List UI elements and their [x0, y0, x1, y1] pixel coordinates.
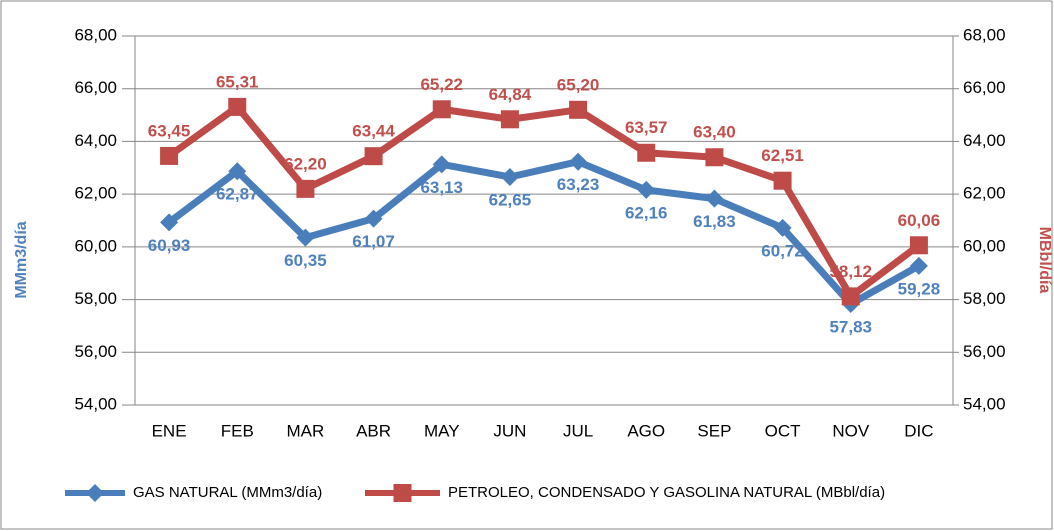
data-point [637, 143, 656, 162]
y2-tick-label: 62,00 [963, 184, 1006, 203]
series-line [166, 158, 921, 308]
y-tick-label: 58,00 [74, 289, 117, 308]
x-tick-label: FEB [221, 421, 254, 440]
x-tick-label: JUN [493, 421, 526, 440]
data-label: 63,23 [557, 175, 600, 194]
y2-tick-label: 60,00 [963, 236, 1006, 255]
data-label: 63,45 [148, 121, 191, 140]
data-label: 65,22 [420, 75, 463, 94]
data-point [432, 155, 451, 174]
data-label: 59,28 [898, 279, 941, 298]
y-tick-label: 64,00 [74, 131, 117, 150]
data-label: 61,07 [352, 232, 395, 251]
data-label: 63,57 [625, 118, 668, 137]
series-line [167, 103, 922, 300]
data-point [500, 110, 519, 129]
x-tick-label: OCT [765, 421, 801, 440]
y-axis-title: MMm3/día [13, 221, 30, 298]
x-tick-label: SEP [697, 421, 731, 440]
y2-tick-label: 54,00 [963, 394, 1006, 413]
data-label: 65,20 [557, 75, 600, 94]
data-label: 64,84 [489, 85, 532, 104]
data-point [364, 209, 383, 228]
x-tick-label: NOV [832, 421, 870, 440]
data-label: 62,65 [489, 190, 532, 209]
y2-tick-label: 66,00 [963, 78, 1006, 97]
data-label: 60,06 [898, 211, 941, 230]
data-label: 63,44 [352, 122, 395, 141]
data-label: 63,40 [693, 123, 736, 142]
y2-tick-label: 68,00 [963, 25, 1006, 44]
x-tick-label: ABR [356, 421, 391, 440]
data-point [773, 218, 792, 237]
data-point [228, 97, 247, 116]
data-point [432, 100, 451, 119]
data-label: 62,20 [284, 154, 327, 173]
x-tick-label: MAR [287, 421, 325, 440]
data-point [160, 213, 179, 232]
data-point [909, 256, 928, 275]
legend-marker [86, 484, 104, 502]
data-label: 61,83 [693, 212, 736, 231]
data-point [500, 168, 519, 187]
y2-tick-label: 56,00 [963, 342, 1006, 361]
y-tick-label: 66,00 [74, 78, 117, 97]
data-label: 60,93 [148, 236, 191, 255]
data-label: 58,12 [829, 262, 872, 281]
data-label: 60,35 [284, 251, 327, 270]
y-tick-label: 56,00 [74, 342, 117, 361]
data-label: 60,72 [761, 241, 804, 260]
data-point [364, 147, 383, 166]
x-tick-label: JUL [563, 421, 593, 440]
data-point [773, 171, 792, 190]
legend-marker [393, 484, 412, 502]
y-tick-label: 60,00 [74, 236, 117, 255]
x-tick-label: ENE [152, 421, 187, 440]
y-tick-label: 54,00 [74, 394, 117, 413]
legend-label: GAS NATURAL (MMm3/día) [133, 484, 322, 501]
data-point [296, 179, 315, 198]
legend-label: PETROLEO, CONDENSADO Y GASOLINA NATURAL … [448, 484, 885, 501]
y-tick-label: 62,00 [74, 184, 117, 203]
x-tick-label: AGO [627, 421, 665, 440]
data-point [637, 180, 656, 199]
data-label: 62,51 [761, 146, 804, 165]
data-label: 65,31 [216, 72, 259, 91]
data-point [705, 189, 724, 208]
y2-tick-label: 64,00 [963, 131, 1006, 150]
y-tick-label: 68,00 [74, 25, 117, 44]
data-point [841, 287, 860, 306]
data-label: 63,13 [420, 178, 463, 197]
data-point [296, 228, 315, 247]
y2-axis-title: MBbl/día [1036, 227, 1053, 294]
data-point [569, 100, 588, 119]
x-tick-label: DIC [904, 421, 933, 440]
data-point [705, 148, 724, 167]
x-tick-label: MAY [424, 421, 460, 440]
data-point [228, 162, 247, 181]
data-point [160, 146, 179, 165]
data-label: 62,87 [216, 185, 259, 204]
data-label: 62,16 [625, 203, 668, 222]
data-point [909, 236, 928, 255]
y2-tick-label: 58,00 [963, 289, 1006, 308]
data-label: 57,83 [829, 318, 872, 337]
data-point [569, 152, 588, 171]
